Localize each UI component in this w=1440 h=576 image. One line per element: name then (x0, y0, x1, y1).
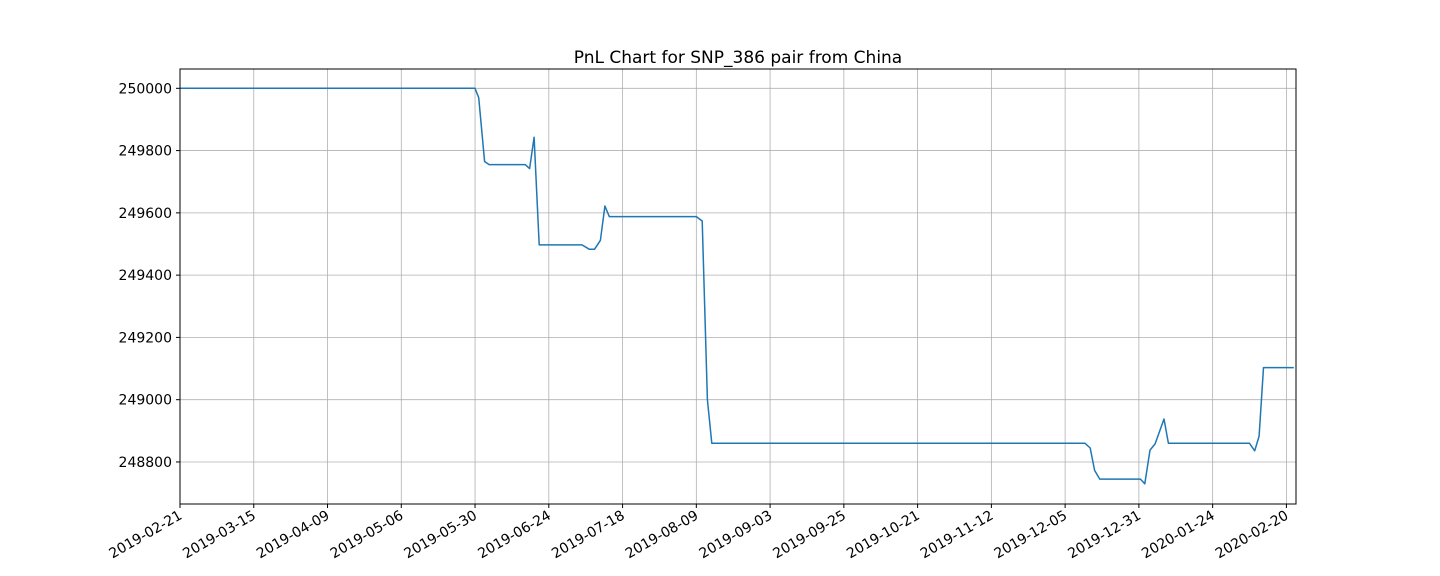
x-tick-label: 2020-02-20 (1213, 508, 1291, 563)
y-tick-label: 248800 (119, 455, 172, 471)
x-tick-label: 2019-09-25 (770, 508, 848, 563)
x-tick-label: 2019-10-21 (844, 508, 922, 563)
x-tick-label: 2019-12-31 (1065, 508, 1143, 563)
x-tick-label: 2019-09-03 (697, 508, 775, 563)
series-layer (180, 87, 1294, 485)
x-tick-label: 2019-02-21 (107, 508, 185, 563)
x-tick-label: 2019-07-18 (549, 508, 627, 563)
x-tick-label: 2019-05-30 (402, 508, 480, 563)
y-tick-label: 249200 (119, 330, 172, 346)
x-tick-label: 2019-05-06 (328, 508, 407, 563)
x-axis: 2019-02-212019-03-152019-04-092019-05-06… (107, 504, 1291, 563)
grid (179, 69, 1296, 504)
plot-area-frame (179, 68, 1297, 505)
x-tick-label: 2019-04-09 (254, 508, 332, 563)
x-tick-label: 2019-03-15 (180, 508, 258, 563)
y-tick-label: 249800 (119, 144, 172, 160)
chart-title: PnL Chart for SNP_386 pair from China (574, 48, 902, 68)
y-axis: 248800 249000 249200 249400 249600 249800 2500… (119, 81, 180, 471)
pnl-series-line (180, 87, 1294, 485)
x-tick-label: 2019-08-09 (623, 508, 701, 563)
y-tick-label: 249600 (119, 206, 172, 222)
y-tick-label: 250000 (119, 81, 172, 97)
x-tick-label: 2019-06-24 (475, 508, 554, 563)
y-tick-label: 249000 (119, 393, 172, 409)
x-tick-label: 2019-12-05 (992, 508, 1070, 563)
y-tick-label: 249400 (119, 268, 172, 284)
x-tick-label: 2019-11-12 (918, 508, 996, 563)
x-tick-label: 2020-01-24 (1139, 508, 1218, 563)
